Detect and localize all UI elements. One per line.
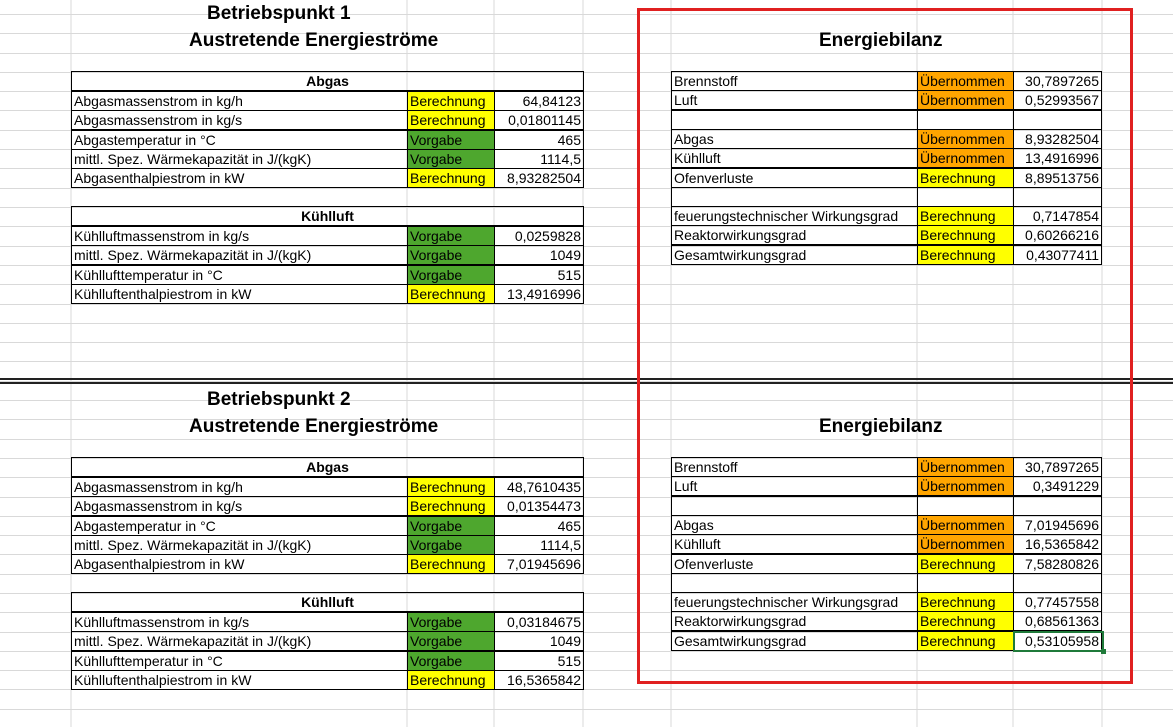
row-value[interactable]: 1114,5 (494, 148, 584, 169)
row-value[interactable]: 465 (494, 129, 584, 150)
row-value[interactable]: 515 (494, 650, 584, 671)
row-tag[interactable]: Vorgabe (407, 631, 495, 652)
bilanz-tag[interactable]: Berechnung (917, 206, 1014, 227)
row-tag[interactable]: Vorgabe (407, 534, 495, 555)
row-label[interactable]: Abgasmassenstrom in kg/h (71, 91, 408, 111)
bilanz-tag[interactable]: Berechnung (917, 225, 1014, 246)
row-label[interactable]: Kühlluftenthalpiestrom in kW (71, 669, 408, 690)
row-value[interactable]: 0,01354473 (494, 496, 584, 517)
row-value[interactable]: 64,84123 (494, 91, 584, 111)
table-header[interactable]: Abgas (71, 457, 584, 477)
row-value[interactable]: 1049 (494, 245, 584, 266)
bilanz-tag[interactable]: Übernommen (917, 457, 1014, 477)
row-label[interactable]: Abgasenthalpiestrom in kW (71, 168, 408, 189)
row-value[interactable]: 48,7610435 (494, 477, 584, 497)
frozen-pane-divider[interactable] (0, 378, 1173, 380)
row-label[interactable]: Abgastemperatur in °C (71, 129, 408, 150)
row-tag[interactable]: Vorgabe (407, 612, 495, 632)
row-tag[interactable]: Berechnung (407, 283, 495, 304)
bp1-title: Betriebspunkt 1 (207, 3, 351, 24)
row-label[interactable]: Abgasmassenstrom in kg/s (71, 110, 408, 131)
table-header[interactable]: Kühlluft (71, 592, 584, 612)
bp2-title: Betriebspunkt 2 (207, 389, 351, 410)
active-cell-selection[interactable] (1013, 631, 1106, 654)
row-tag[interactable]: Berechnung (407, 669, 495, 690)
fill-handle[interactable] (1101, 649, 1106, 654)
row-label[interactable]: Abgasmassenstrom in kg/s (71, 496, 408, 517)
row-label[interactable]: Kühlluftmassenstrom in kg/s (71, 612, 408, 632)
row-value[interactable]: 1114,5 (494, 534, 584, 555)
row-tag[interactable]: Berechnung (407, 91, 495, 111)
row-value[interactable]: 8,93282504 (494, 168, 584, 189)
row-tag[interactable]: Vorgabe (407, 515, 495, 536)
row-tag[interactable]: Vorgabe (407, 245, 495, 266)
row-label[interactable]: Kühllufttemperatur in °C (71, 264, 408, 285)
row-tag[interactable]: Vorgabe (407, 226, 495, 246)
row-value[interactable]: 465 (494, 515, 584, 536)
row-tag[interactable]: Vorgabe (407, 129, 495, 150)
frozen-pane-divider-lower (0, 382, 1173, 384)
highlight-frame (637, 8, 1133, 684)
row-label[interactable]: mittl. Spez. Wärmekapazität in J/(kgK) (71, 631, 408, 652)
bilanz-tag[interactable]: Berechnung (917, 244, 1014, 265)
row-tag[interactable]: Berechnung (407, 477, 495, 497)
row-tag[interactable]: Vorgabe (407, 650, 495, 671)
bilanz-tag[interactable]: Berechnung (917, 611, 1014, 632)
row-label[interactable]: Abgasenthalpiestrom in kW (71, 554, 408, 575)
row-label[interactable]: Kühlluftmassenstrom in kg/s (71, 226, 408, 246)
table-header[interactable]: Kühlluft (71, 206, 584, 226)
row-tag[interactable]: Berechnung (407, 554, 495, 575)
bilanz-tag[interactable]: Übernommen (917, 476, 1014, 497)
bp2-subtitle: Austretende Energieströme (189, 416, 439, 437)
row-label[interactable]: Abgastemperatur in °C (71, 515, 408, 536)
row-value[interactable]: 515 (494, 264, 584, 285)
row-value[interactable]: 16,5365842 (494, 669, 584, 690)
row-value[interactable]: 0,01801145 (494, 110, 584, 131)
row-label[interactable]: mittl. Spez. Wärmekapazität in J/(kgK) (71, 148, 408, 169)
row-value[interactable]: 7,01945696 (494, 554, 584, 575)
row-label[interactable]: Abgasmassenstrom in kg/h (71, 477, 408, 497)
row-tag[interactable]: Vorgabe (407, 264, 495, 285)
table-header[interactable]: Abgas (71, 71, 584, 91)
bilanz-tag[interactable]: Übernommen (917, 71, 1014, 91)
row-label[interactable]: Kühllufttemperatur in °C (71, 650, 408, 671)
row-tag[interactable]: Berechnung (407, 496, 495, 517)
row-tag[interactable]: Berechnung (407, 110, 495, 131)
row-value[interactable]: 13,4916996 (494, 283, 584, 304)
bp1-subtitle: Austretende Energieströme (189, 30, 439, 51)
row-value[interactable]: 1049 (494, 631, 584, 652)
bilanz-value[interactable]: 0,43077411 (1013, 244, 1102, 265)
row-label[interactable]: mittl. Spez. Wärmekapazität in J/(kgK) (71, 245, 408, 266)
bilanz-tag[interactable]: Berechnung (917, 592, 1014, 613)
bp2-bilanz-title: Energiebilanz (819, 416, 943, 437)
row-label[interactable]: mittl. Spez. Wärmekapazität in J/(kgK) (71, 534, 408, 555)
row-value[interactable]: 0,03184675 (494, 612, 584, 632)
row-tag[interactable]: Berechnung (407, 168, 495, 189)
row-label[interactable]: Kühlluftenthalpiestrom in kW (71, 283, 408, 304)
bilanz-tag[interactable]: Berechnung (917, 630, 1014, 651)
bp1-bilanz-title: Energiebilanz (819, 30, 943, 51)
row-tag[interactable]: Vorgabe (407, 148, 495, 169)
row-value[interactable]: 0,0259828 (494, 226, 584, 246)
